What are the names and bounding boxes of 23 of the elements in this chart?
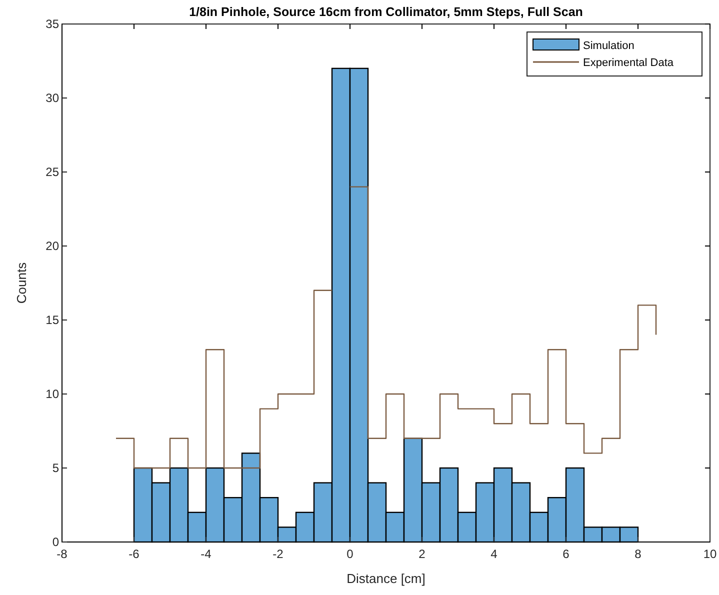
- y-tick-label: 30: [46, 90, 60, 105]
- chart-title: 1/8in Pinhole, Source 16cm from Collimator, 5mm Steps, Full Scan: [189, 5, 583, 19]
- x-tick-label: -8: [56, 547, 68, 562]
- x-tick-label: 6: [562, 547, 570, 562]
- x-tick-label: 2: [418, 547, 426, 562]
- y-tick-label: 15: [46, 312, 60, 327]
- x-tick-label: -6: [128, 547, 140, 562]
- x-axis-title: Distance [cm]: [346, 571, 426, 586]
- y-tick-label: 35: [46, 16, 60, 31]
- legend-label: Experimental Data: [583, 57, 674, 69]
- x-tick-label: 10: [703, 547, 717, 562]
- y-tick-label: 25: [46, 164, 60, 179]
- y-axis-title: Counts: [14, 262, 29, 304]
- y-tick-label: 5: [52, 460, 60, 475]
- y-tick-label: 10: [46, 386, 60, 401]
- x-tick-label: 4: [490, 547, 498, 562]
- y-tick-label: 20: [46, 238, 60, 253]
- x-tick-label: -2: [272, 547, 284, 562]
- x-tick-label: 8: [634, 547, 642, 562]
- y-tick-label: 0: [52, 534, 60, 549]
- x-tick-label: 0: [346, 547, 354, 562]
- x-tick-label: -4: [200, 547, 212, 562]
- legend-label: Simulation: [583, 40, 634, 52]
